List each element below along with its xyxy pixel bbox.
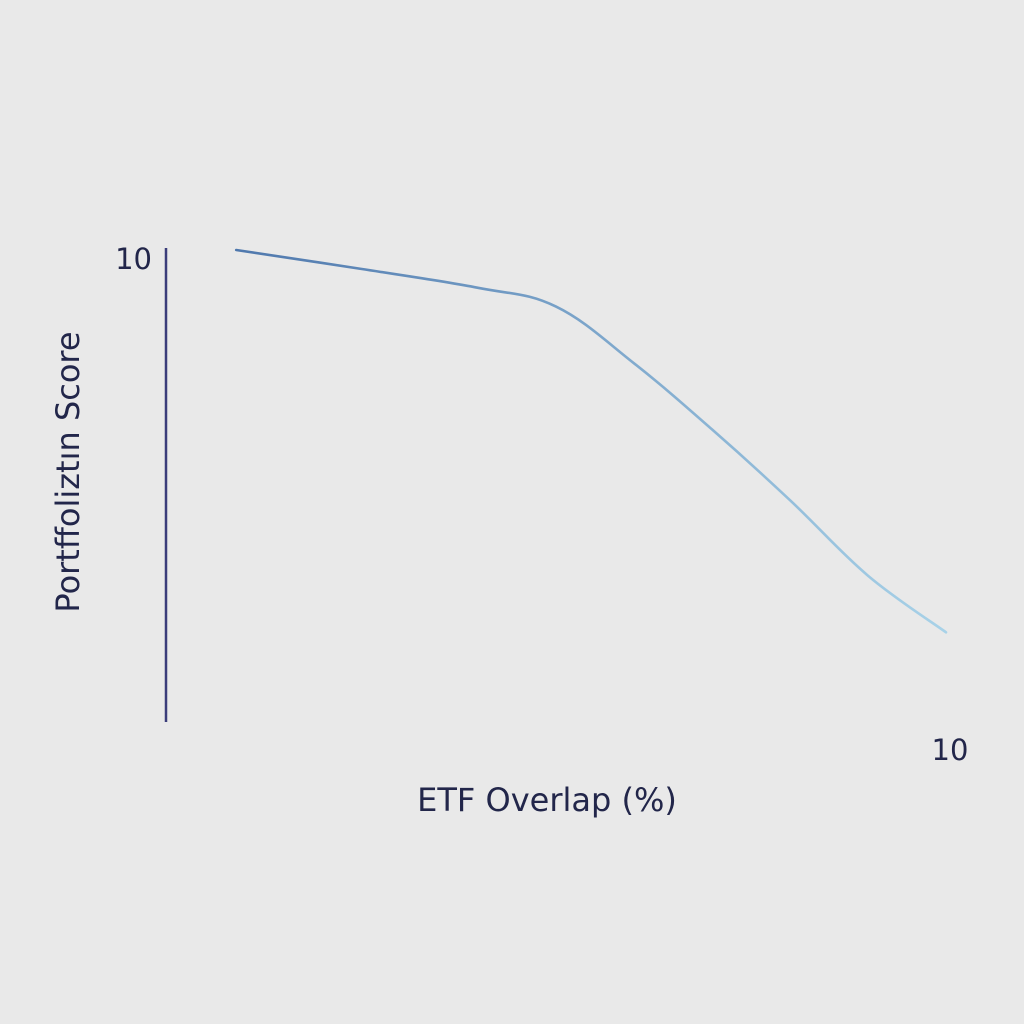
y-tick-label-top: 10 — [115, 242, 152, 276]
x-axis-label: ETF Overlap (%) — [417, 781, 677, 819]
x-tick-label-right: 10 — [932, 733, 969, 767]
series-line — [234, 248, 948, 634]
y-axis-label: Portffoliztın Score — [49, 331, 87, 612]
